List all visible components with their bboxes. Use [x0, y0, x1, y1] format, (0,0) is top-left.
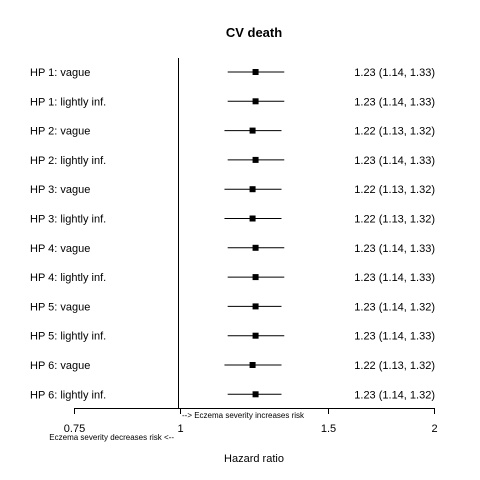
x-axis-label: Hazard ratio [224, 453, 284, 465]
x-tick-label: 0.75 [64, 423, 85, 435]
point-estimate [252, 98, 259, 105]
point-estimate [249, 127, 256, 134]
estimate-text: 1.23 (1.14, 1.32) [354, 389, 435, 401]
estimate-text: 1.23 (1.14, 1.33) [354, 272, 435, 284]
estimate-text: 1.23 (1.14, 1.33) [354, 243, 435, 255]
estimate-text: 1.22 (1.13, 1.32) [354, 360, 435, 372]
row-label: HP 4: vague [30, 243, 90, 255]
row-label: HP 4: lightly inf. [30, 272, 106, 284]
estimate-text: 1.23 (1.14, 1.33) [354, 67, 435, 79]
point-estimate [252, 156, 259, 163]
chart-title: CV death [226, 25, 282, 40]
point-estimate [252, 69, 259, 75]
x-tick-label: 2 [431, 423, 437, 435]
row-label: HP 1: lightly inf. [30, 96, 106, 108]
row-label: HP 6: vague [30, 360, 90, 372]
x-axis-ticks: 0.75 1 1.5 2 [64, 408, 438, 435]
row-label: HP 5: lightly inf. [30, 331, 106, 343]
estimate-text: 1.23 (1.14, 1.33) [354, 155, 435, 167]
row-label: HP 1: vague [30, 67, 90, 79]
rows-group: HP 1: vague 1.23 (1.14, 1.33) HP 1: lightl… [30, 67, 435, 401]
point-estimate [252, 244, 259, 251]
estimate-text: 1.23 (1.14, 1.32) [354, 301, 435, 313]
x-tick-label: 1.5 [321, 423, 336, 435]
estimate-text: 1.22 (1.13, 1.32) [354, 126, 435, 138]
row-label: HP 5: vague [30, 301, 90, 313]
annotation-increases-risk: --> Eczema severity increases risk [182, 411, 305, 420]
x-tick-label: 1 [177, 423, 183, 435]
row-label: HP 6: lightly inf. [30, 389, 106, 401]
point-estimate [249, 362, 256, 368]
point-estimate [252, 303, 259, 310]
point-estimate [252, 332, 259, 339]
estimate-text: 1.22 (1.13, 1.32) [354, 184, 435, 196]
point-estimate [252, 391, 259, 398]
row-label: HP 2: lightly inf. [30, 155, 106, 167]
row-label: HP 3: lightly inf. [30, 214, 106, 226]
estimate-text: 1.22 (1.13, 1.32) [354, 214, 435, 226]
row-label: HP 2: vague [30, 126, 90, 138]
estimate-text: 1.23 (1.14, 1.33) [354, 96, 435, 108]
annotation-decreases-risk: Eczema severity decreases risk <-- [49, 433, 174, 442]
point-estimate [249, 215, 256, 222]
point-estimate [249, 186, 256, 193]
point-estimate [252, 274, 259, 281]
row-label: HP 3: vague [30, 184, 90, 196]
estimate-text: 1.23 (1.14, 1.33) [354, 331, 435, 343]
